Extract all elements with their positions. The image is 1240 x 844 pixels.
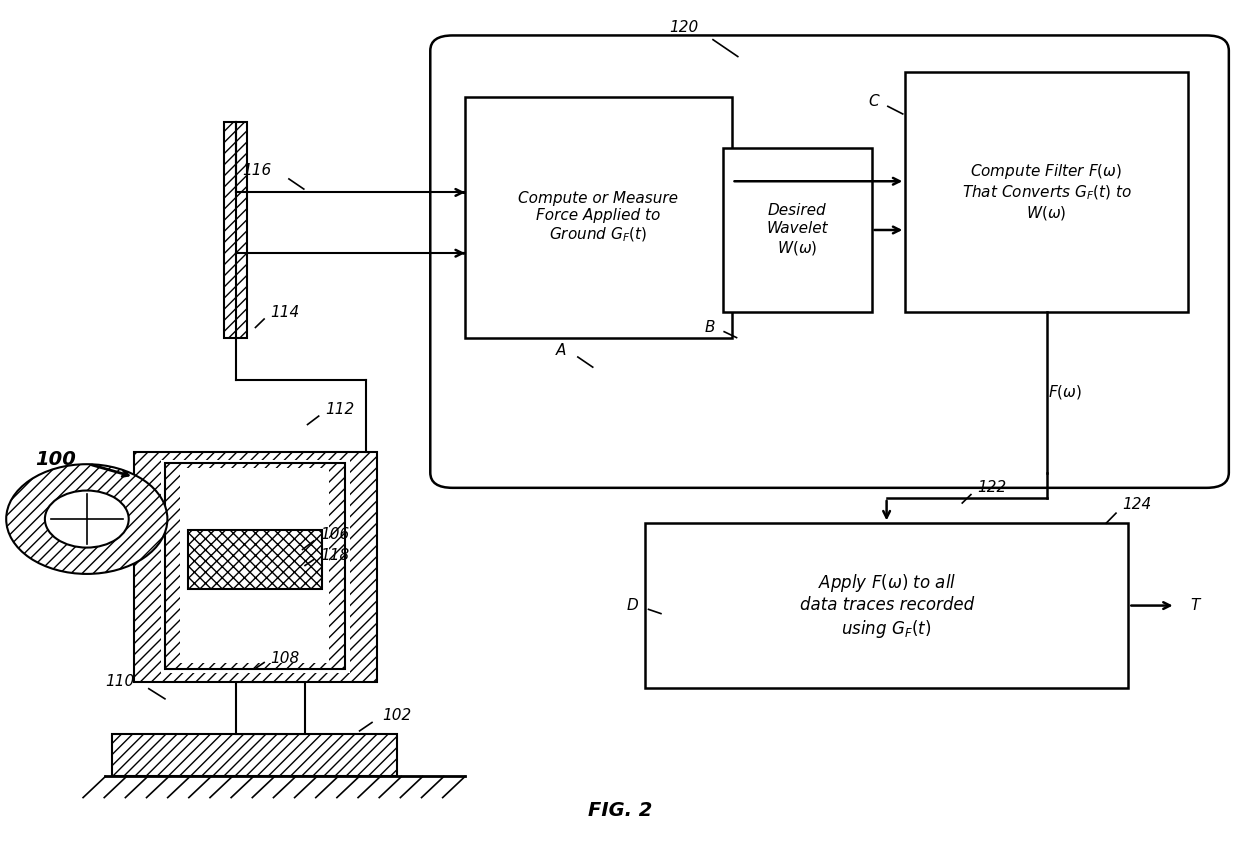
Text: Compute or Measure
Force Applied to
Ground $G_F(t)$: Compute or Measure Force Applied to Grou… (518, 191, 678, 244)
Bar (723, 148, 872, 312)
Text: 124: 124 (1122, 497, 1152, 512)
Text: A: A (556, 343, 565, 358)
Text: $F(\omega)$: $F(\omega)$ (1048, 383, 1081, 402)
Text: 112: 112 (325, 402, 355, 417)
Bar (224, 122, 247, 338)
Bar (134, 452, 377, 682)
Text: 106: 106 (320, 527, 350, 542)
Bar (236, 682, 305, 734)
Text: FIG. 2: FIG. 2 (588, 801, 652, 820)
Circle shape (6, 464, 167, 574)
Text: Compute Filter $F(\omega)$
That Converts $G_F(t)$ to
$W(\omega)$: Compute Filter $F(\omega)$ That Converts… (961, 161, 1132, 223)
Text: 108: 108 (270, 651, 300, 666)
Text: D: D (626, 598, 637, 613)
Bar (645, 523, 1128, 688)
Text: 102: 102 (382, 708, 412, 723)
Text: 118: 118 (320, 548, 350, 563)
Bar (465, 97, 732, 338)
Bar (161, 460, 350, 673)
Text: 110: 110 (105, 674, 135, 690)
Text: 116: 116 (242, 163, 272, 178)
Bar (180, 468, 329, 663)
Bar (112, 734, 397, 776)
Bar (905, 72, 1188, 312)
Text: Desired
Wavelet
$W(\omega)$: Desired Wavelet $W(\omega)$ (766, 203, 828, 257)
Text: T: T (1190, 598, 1200, 613)
Text: B: B (704, 320, 714, 335)
Text: C: C (868, 94, 879, 109)
FancyBboxPatch shape (430, 35, 1229, 488)
Text: 114: 114 (270, 305, 300, 320)
Text: 120: 120 (670, 19, 699, 35)
Text: 122: 122 (977, 480, 1007, 495)
Text: 100: 100 (35, 451, 76, 469)
Bar (165, 463, 345, 669)
Bar (188, 530, 322, 589)
Text: Apply $F(\omega)$ to all
data traces recorded
using $G_F(t)$: Apply $F(\omega)$ to all data traces rec… (800, 571, 973, 640)
Circle shape (45, 490, 129, 548)
